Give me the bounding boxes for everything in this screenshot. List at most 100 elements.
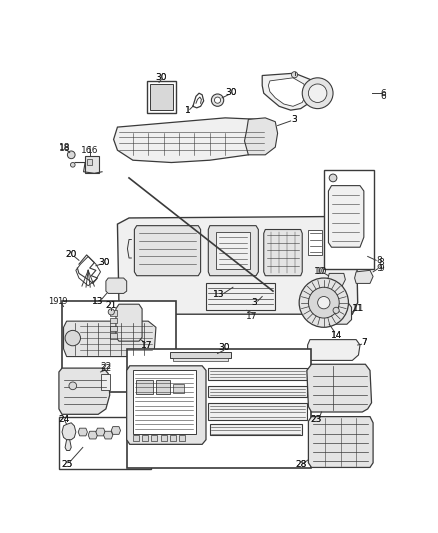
Polygon shape [268,78,307,106]
Polygon shape [116,304,142,341]
Text: 6: 6 [380,92,386,101]
Bar [133,370,196,433]
Text: 13: 13 [92,297,104,305]
Text: 18: 18 [59,143,71,151]
Bar [127,349,311,468]
Circle shape [299,278,349,327]
Bar [136,379,153,393]
Text: 30: 30 [98,258,110,267]
Polygon shape [111,426,120,434]
Text: 22: 22 [100,362,112,371]
Text: 16: 16 [81,146,92,155]
Text: 19: 19 [57,297,68,305]
Bar [156,379,170,393]
Bar [216,232,250,269]
Bar [62,301,176,392]
Text: 8: 8 [376,256,382,265]
Polygon shape [307,340,360,360]
Text: 20: 20 [66,251,77,260]
Circle shape [65,330,81,346]
Polygon shape [76,256,100,286]
Text: 7: 7 [361,338,367,347]
Circle shape [71,163,75,167]
Bar [150,84,173,110]
Text: 18: 18 [59,144,71,153]
Polygon shape [328,185,364,247]
Circle shape [108,309,114,315]
Text: 3: 3 [292,115,297,124]
Circle shape [291,71,298,78]
Bar [110,334,117,339]
Circle shape [329,174,337,182]
Text: 13: 13 [213,290,225,300]
Text: 8: 8 [378,258,384,267]
Text: 10: 10 [314,268,326,276]
Bar [179,435,185,441]
Circle shape [67,151,75,159]
Bar [110,310,117,316]
Text: 3: 3 [292,115,297,124]
Text: 24: 24 [58,415,69,424]
Text: 16: 16 [87,146,99,155]
Bar [110,326,117,331]
Polygon shape [307,364,371,412]
Text: 3: 3 [251,298,258,307]
Text: 10: 10 [316,268,327,276]
Polygon shape [96,428,105,436]
Text: 30: 30 [98,258,110,267]
Text: 21: 21 [106,301,117,310]
Text: 30: 30 [155,72,167,82]
Text: 22: 22 [100,364,112,373]
Text: 1: 1 [185,106,191,115]
Polygon shape [65,440,71,450]
Polygon shape [78,428,88,436]
Polygon shape [262,73,314,110]
Bar [142,435,148,441]
Bar [173,358,228,361]
Bar [170,435,176,441]
Bar [147,81,176,113]
Polygon shape [355,270,373,284]
Text: 25: 25 [62,460,73,469]
Text: 25: 25 [62,460,73,469]
Polygon shape [264,230,302,276]
Text: 30: 30 [218,343,230,352]
Bar [161,435,167,441]
Bar [206,284,276,310]
Bar [310,87,319,99]
Bar [208,368,307,381]
Bar [100,374,110,390]
Text: 3: 3 [251,298,258,307]
Bar [170,352,231,358]
Bar [208,386,307,397]
Text: 11: 11 [352,304,364,313]
Bar [151,435,158,441]
Text: 9: 9 [376,263,382,272]
Bar [59,417,151,469]
Bar [133,435,139,441]
Polygon shape [308,417,373,467]
Circle shape [318,296,330,309]
Text: 17: 17 [141,341,152,350]
Polygon shape [208,225,258,276]
Polygon shape [328,273,346,286]
Circle shape [308,287,339,318]
Polygon shape [127,366,206,445]
Circle shape [69,382,77,390]
Text: 14: 14 [331,330,343,340]
Circle shape [333,308,339,313]
Bar [173,384,184,393]
Text: 28: 28 [295,460,307,469]
Text: 17: 17 [141,341,152,350]
Text: 30: 30 [155,72,167,82]
Text: 9: 9 [378,263,384,272]
Polygon shape [113,118,268,163]
Text: 13: 13 [92,297,104,305]
Bar [210,424,302,435]
Text: 13: 13 [213,290,225,300]
Bar [88,159,92,165]
Polygon shape [62,423,76,440]
Text: 30: 30 [226,88,237,97]
Bar [85,156,99,173]
Text: 17: 17 [247,312,258,321]
